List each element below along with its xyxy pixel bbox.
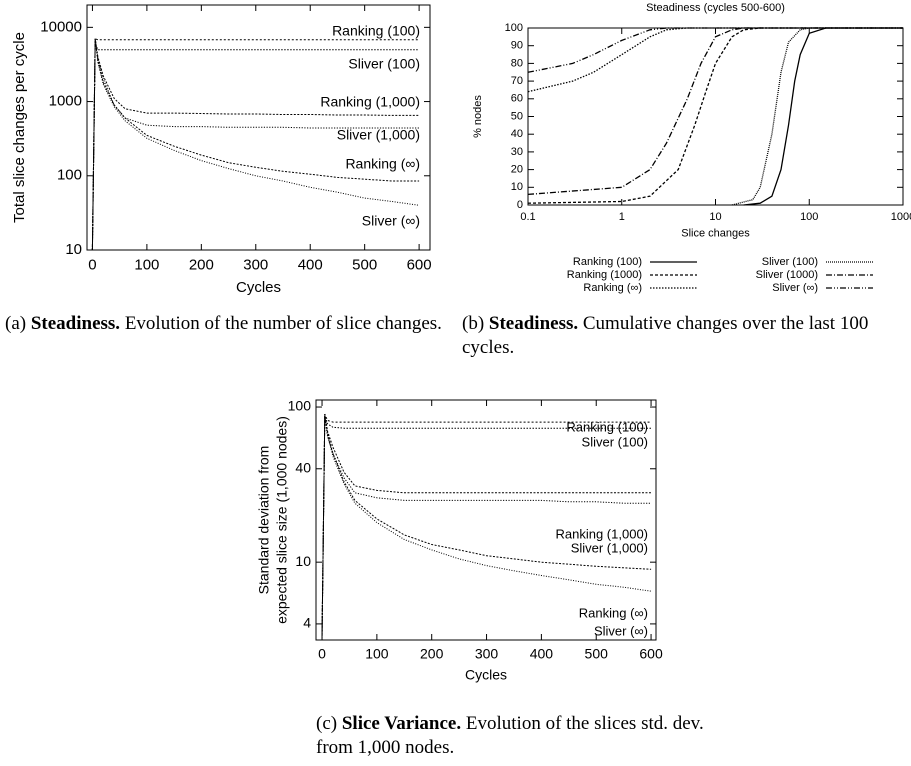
legend-label: Sliver (100) bbox=[762, 256, 818, 268]
caption-bold: Slice Variance. bbox=[341, 713, 462, 734]
legend-label: Sliver (1000) bbox=[756, 269, 818, 281]
series-line bbox=[91, 38, 420, 251]
caption-label: (a) bbox=[5, 313, 27, 334]
series-label: Sliver (100) bbox=[582, 434, 648, 449]
x-tick-label: 0 bbox=[318, 645, 326, 661]
series-label: Sliver (1,000) bbox=[337, 127, 420, 143]
x-axis-label: Cycles bbox=[236, 279, 281, 296]
caption-text: Evolution of the number of slice changes… bbox=[124, 313, 442, 334]
x-tick-label: 200 bbox=[189, 256, 214, 273]
series-line bbox=[321, 414, 652, 639]
series-line bbox=[321, 414, 652, 639]
legend-label: Ranking (1000) bbox=[567, 269, 642, 281]
y-tick-label: 60 bbox=[511, 93, 523, 105]
y-tick-label: 40 bbox=[295, 459, 311, 475]
plot-frame bbox=[527, 27, 904, 206]
chart-title: Steadiness (cycles 500-600) bbox=[646, 2, 785, 14]
series-label: Sliver (1,000) bbox=[571, 540, 648, 555]
caption-bold: Steadiness. bbox=[30, 313, 121, 334]
x-tick-label: 200 bbox=[420, 645, 444, 661]
y-axis-label: % nodes bbox=[472, 95, 484, 138]
series-label: Ranking (1,000) bbox=[320, 94, 420, 110]
y-tick-label: 100 bbox=[288, 398, 312, 414]
series-line bbox=[527, 27, 903, 73]
series-label: Ranking (∞) bbox=[345, 156, 420, 172]
series-line bbox=[321, 415, 652, 639]
series-label: Ranking (1,000) bbox=[556, 526, 649, 541]
y-tick-label: 4 bbox=[303, 615, 311, 631]
series-label: Ranking (100) bbox=[332, 23, 420, 39]
x-tick-label: 300 bbox=[475, 645, 499, 661]
x-tick-label: 0.1 bbox=[520, 211, 535, 223]
y-tick-label: 20 bbox=[511, 164, 523, 176]
y-tick-label: 10 bbox=[511, 181, 523, 193]
series-line bbox=[731, 27, 903, 206]
y-axis-label: Total slice changes per cycle bbox=[11, 32, 28, 223]
y-tick-label: 0 bbox=[517, 199, 523, 211]
series-line bbox=[743, 27, 903, 206]
series-label: Sliver (∞) bbox=[594, 623, 648, 638]
series-label: Sliver (100) bbox=[348, 56, 420, 72]
caption-text: Cumulative changes over the last 100 cyc… bbox=[462, 313, 869, 358]
legend-label: Ranking (∞) bbox=[583, 282, 642, 294]
y-tick-label: 10 bbox=[65, 241, 82, 258]
series-label: Ranking (∞) bbox=[579, 605, 648, 620]
y-tick-label: 1000 bbox=[49, 93, 82, 110]
legend-label: Sliver (∞) bbox=[772, 282, 818, 294]
x-axis-label: Cycles bbox=[465, 666, 507, 682]
y-tick-label: 40 bbox=[511, 128, 523, 140]
y-axis-label: expected slice size (1,000 nodes) bbox=[274, 416, 290, 624]
y-tick-label: 90 bbox=[511, 40, 523, 52]
x-tick-label: 10 bbox=[709, 211, 721, 223]
y-tick-label: 80 bbox=[511, 57, 523, 69]
caption: (a) Steadiness. Evolution of the number … bbox=[5, 312, 460, 336]
plot-frame bbox=[86, 4, 431, 251]
y-tick-label: 70 bbox=[511, 75, 523, 87]
series-line bbox=[91, 38, 420, 251]
series-line bbox=[91, 43, 420, 251]
y-tick-label: 50 bbox=[511, 110, 523, 122]
caption: (b) Steadiness. Cumulative changes over … bbox=[462, 312, 911, 360]
x-tick-label: 100 bbox=[134, 256, 159, 273]
y-axis-label: Standard deviation from bbox=[256, 446, 272, 595]
y-tick-label: 10000 bbox=[40, 18, 82, 35]
series-line bbox=[91, 38, 420, 251]
y-tick-label: 30 bbox=[511, 146, 523, 158]
series-label: Sliver (∞) bbox=[362, 213, 420, 229]
caption-bold: Steadiness. bbox=[488, 313, 579, 334]
y-tick-label: 10 bbox=[295, 553, 311, 569]
caption-label: (c) bbox=[316, 713, 338, 734]
x-tick-label: 300 bbox=[243, 256, 268, 273]
x-tick-label: 400 bbox=[298, 256, 323, 273]
y-tick-label: 100 bbox=[57, 167, 82, 184]
x-tick-label: 600 bbox=[407, 256, 432, 273]
series-line bbox=[527, 27, 903, 204]
legend-label: Ranking (100) bbox=[573, 256, 642, 268]
x-tick-label: 100 bbox=[365, 645, 389, 661]
x-tick-label: 500 bbox=[585, 645, 609, 661]
series-line bbox=[321, 415, 652, 639]
series-label: Ranking (100) bbox=[566, 419, 648, 434]
y-tick-label: 100 bbox=[505, 22, 523, 34]
x-tick-label: 1 bbox=[619, 211, 625, 223]
x-tick-label: 100 bbox=[800, 211, 818, 223]
caption-text: Evolution of the slices std. dev. from 1… bbox=[316, 713, 704, 758]
x-tick-label: 500 bbox=[352, 256, 377, 273]
x-tick-label: 600 bbox=[639, 645, 663, 661]
series-line bbox=[527, 27, 903, 196]
plot-frame bbox=[315, 399, 657, 641]
x-tick-label: 0 bbox=[88, 256, 96, 273]
x-tick-label: 400 bbox=[530, 645, 554, 661]
caption-label: (b) bbox=[462, 313, 485, 334]
x-axis-label: Slice changes bbox=[681, 227, 750, 239]
caption: (c) Slice Variance. Evolution of the sli… bbox=[316, 712, 706, 760]
x-tick-label: 1000 bbox=[891, 211, 911, 223]
series-line bbox=[321, 413, 652, 639]
